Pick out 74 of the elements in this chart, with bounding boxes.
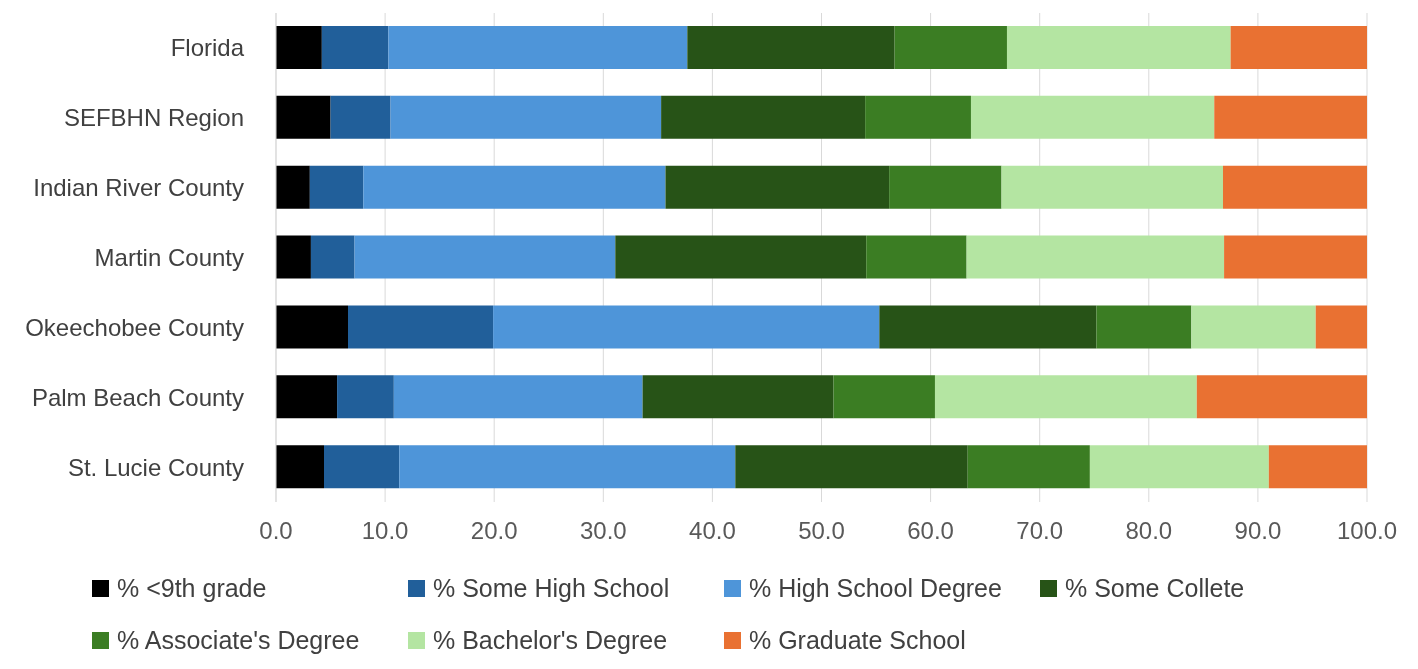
y-tick-label: Indian River County — [33, 174, 244, 202]
bar — [388, 26, 688, 69]
x-tick-label: 30.0 — [579, 517, 627, 545]
bar — [1089, 445, 1269, 489]
x-tick-label: 0.0 — [259, 517, 293, 545]
bar — [324, 445, 400, 489]
bar — [970, 95, 1215, 139]
x-tick-label: 60.0 — [907, 517, 954, 545]
x-tick-label: 100.0 — [1336, 517, 1398, 545]
bar — [934, 375, 1197, 419]
bar — [1214, 95, 1367, 139]
bar — [493, 305, 880, 349]
bar — [866, 235, 967, 279]
bar — [363, 165, 666, 209]
legend-label: % <9th grade — [117, 573, 267, 603]
bar — [390, 95, 662, 139]
bar — [393, 375, 643, 419]
bar — [1230, 26, 1367, 69]
bar — [615, 235, 867, 279]
bar — [321, 26, 389, 69]
bar — [665, 165, 890, 209]
bar — [1222, 165, 1367, 209]
bar — [642, 375, 834, 419]
bar — [1191, 305, 1316, 349]
bar — [276, 26, 322, 69]
bar — [399, 445, 736, 489]
legend-label: % Graduate School — [749, 625, 966, 655]
bar — [879, 305, 1097, 349]
bar — [865, 95, 971, 139]
bar — [687, 26, 895, 69]
bar — [309, 165, 364, 209]
bar — [1096, 305, 1192, 349]
bar — [1001, 165, 1223, 209]
x-tick-label: 70.0 — [1016, 517, 1064, 545]
bar — [330, 95, 391, 139]
bar — [661, 95, 866, 139]
bar — [348, 305, 494, 349]
bar — [1315, 305, 1367, 349]
bar — [310, 235, 355, 279]
bar — [1006, 26, 1231, 69]
bar — [833, 375, 935, 419]
y-tick-label: SEFBHN Region — [63, 104, 244, 132]
bar — [276, 235, 311, 279]
bar — [354, 235, 616, 279]
x-tick-label: 40.0 — [689, 517, 736, 545]
y-tick-label: St. Lucie County — [67, 453, 244, 481]
legend-label: % High School Degree — [749, 573, 1002, 603]
bar — [1268, 445, 1367, 489]
x-tick-label: 90.0 — [1234, 517, 1282, 545]
bar — [276, 305, 349, 349]
bar — [276, 165, 310, 209]
bar — [1196, 375, 1367, 419]
legend-label: % Bachelor's Degree — [433, 625, 668, 655]
x-tick-label: 50.0 — [798, 517, 845, 545]
bar — [1224, 235, 1367, 279]
bar — [889, 165, 1002, 209]
legend-label: % Associate's Degree — [117, 625, 360, 655]
bar — [966, 235, 1225, 279]
bar — [276, 95, 331, 139]
legend-label: % Some Collete — [1065, 573, 1245, 603]
bar — [967, 445, 1090, 489]
x-tick-label: 10.0 — [361, 517, 409, 545]
bar — [337, 375, 394, 419]
y-tick-label: Okeechobee County — [25, 313, 244, 341]
bar — [276, 375, 338, 419]
y-tick-label: Florida — [170, 34, 245, 62]
bar — [894, 26, 1007, 69]
legend-label: % Some High School — [433, 573, 670, 603]
y-tick-label: Martin County — [94, 244, 244, 272]
bar — [735, 445, 968, 489]
x-tick-label: 80.0 — [1125, 517, 1173, 545]
y-tick-label: Palm Beach County — [31, 383, 244, 411]
bar — [276, 445, 324, 489]
x-tick-label: 20.0 — [470, 517, 518, 545]
